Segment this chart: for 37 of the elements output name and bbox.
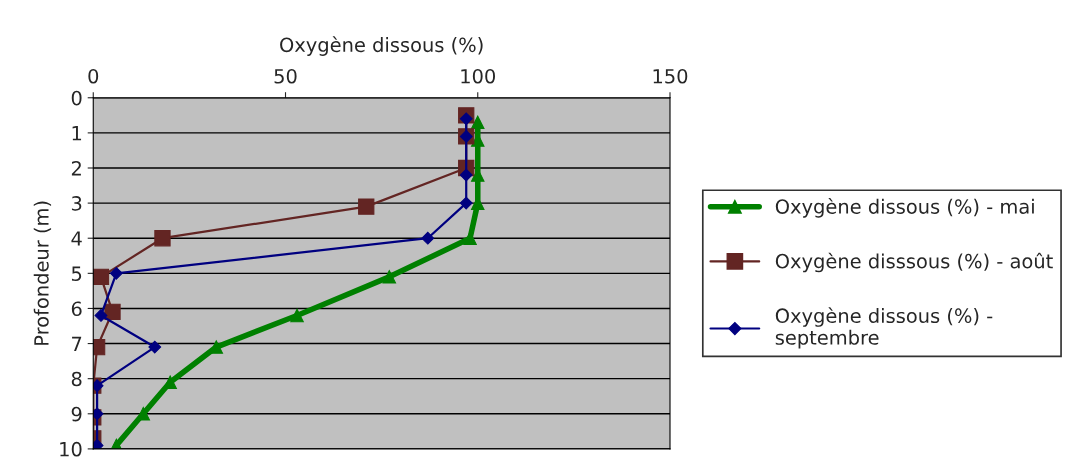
point [104,303,121,321]
legend-label: Oxygène dissous (%) - mai [775,198,1034,218]
point [463,231,477,245]
point [358,198,375,215]
y-axis-title: Profondeur (m) [33,201,52,345]
point [93,268,110,285]
y-tick-label: 10 [60,441,82,457]
x-tick-label: 100 [461,68,496,84]
point [163,375,177,389]
point [382,270,397,284]
point [148,340,162,354]
point [459,112,473,126]
y-tick-label: 3 [71,196,82,211]
point [470,115,485,130]
point [421,231,435,245]
y-tick-label: 2 [71,160,81,176]
point [459,168,473,182]
y-tick-label: 1 [72,126,82,141]
point [94,309,108,322]
point [109,266,123,280]
x-tick-label: 0 [88,68,99,84]
x-axis-title: Oxygène dissous (%) [280,36,483,56]
legend-label: Oxygène disssous (%) - août [775,252,1053,273]
point [154,230,171,247]
x-tick-label: 50 [274,68,297,84]
y-tick-label: 5 [71,266,82,281]
point [290,308,304,323]
x-tick-label: 150 [653,68,688,84]
y-tick-label: 4 [71,231,82,246]
y-tick-label: 9 [71,406,82,422]
y-tick-label: 6 [71,301,82,317]
point [459,196,473,210]
y-tick-label: 7 [72,336,82,351]
y-tick-label: 8 [71,371,82,387]
legend-label: Oxygène dissous (%) - septembre [775,307,993,349]
y-tick-label: 0 [71,90,82,106]
point [136,407,151,421]
